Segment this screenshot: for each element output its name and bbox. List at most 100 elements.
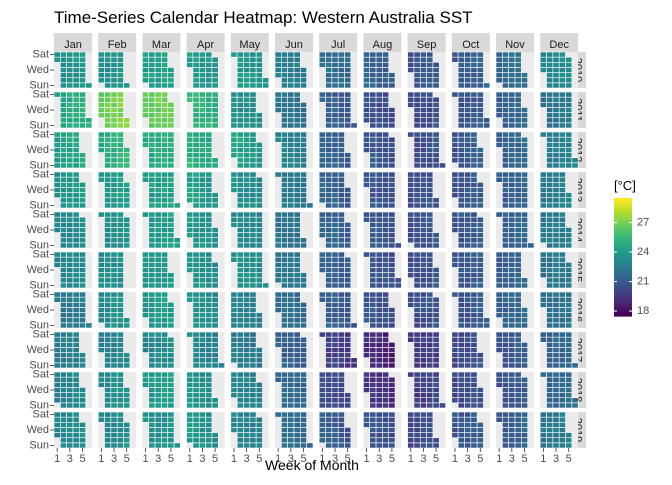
day-cell [337,242,345,249]
day-cell [337,136,345,143]
day-cell [255,421,263,428]
day-cell [558,256,566,263]
day-cell [249,171,257,178]
day-cell [432,392,440,399]
day-cell [565,72,573,79]
day-cell [476,277,484,284]
day-cell [293,72,301,79]
day-cell [527,242,535,249]
day-cell [331,91,339,98]
day-cell [514,296,522,303]
day-cell [66,67,74,73]
day-cell [502,67,509,73]
day-cell [514,307,522,313]
day-cell [470,362,478,369]
day-cell [293,402,301,409]
day-cell [552,96,560,103]
day-cell [123,421,131,428]
day-cell [457,277,465,284]
day-cell [110,421,118,428]
day-cell [274,96,282,103]
day-cell [495,347,503,353]
day-cell [104,202,112,209]
day-cell [331,56,339,63]
day-cell [79,107,86,113]
day-cell [243,51,251,58]
day-cell [249,112,257,119]
day-cell [110,101,118,108]
day-cell [375,82,383,89]
day-cell [104,371,112,378]
day-cell [161,72,169,79]
day-cell [483,322,491,329]
day-cell [142,131,150,138]
day-cell [236,147,244,153]
legend-color-step [614,266,632,270]
month-panel [230,251,270,289]
day-cell [300,442,307,449]
day-cell [546,437,554,444]
day-cell [495,371,503,378]
day-cell [457,117,465,124]
day-cell [344,227,352,233]
day-cell [457,312,465,319]
day-cell [451,251,459,258]
day-cell [230,152,238,159]
day-cell [110,72,118,79]
day-cell [192,67,200,73]
day-cell [375,237,383,244]
day-cell [337,181,345,188]
day-cell [205,152,213,159]
day-cell [344,282,352,289]
day-cell [293,336,301,343]
day-cell [426,152,434,159]
day-cell [148,122,156,129]
day-cell [161,136,169,143]
day-cell [249,211,257,218]
day-cell [249,347,257,353]
day-cell [142,301,150,308]
day-cell [426,107,434,113]
day-cell [369,267,377,273]
day-cell [388,117,396,124]
day-cell [495,307,503,313]
day-cell [426,272,434,279]
day-cell [502,56,509,63]
day-cell [470,317,478,324]
day-cell [426,101,434,108]
day-cell [249,256,257,263]
day-cell [274,291,282,298]
day-cell [419,131,427,138]
day-cell [274,232,282,239]
day-cell [539,96,547,103]
day-cell [186,291,194,298]
day-cell [363,352,371,359]
day-cell [552,336,560,343]
day-cell [300,341,307,348]
day-cell [167,352,175,359]
day-cell [243,301,251,308]
day-cell [60,357,67,364]
day-cell [419,267,427,273]
day-cell [388,197,396,204]
day-cell [432,312,440,319]
day-cell [255,432,263,439]
day-cell [236,267,244,273]
day-cell [558,331,566,338]
day-cell [502,72,509,79]
day-cell [464,152,472,159]
day-cell [198,282,206,289]
day-cell [60,157,67,164]
day-cell [495,91,503,98]
day-cell [249,152,257,159]
day-cell [521,176,528,183]
day-cell [382,291,390,298]
day-cell [60,267,67,273]
day-cell [451,181,459,188]
day-cell [281,421,288,428]
day-cell [502,402,509,409]
day-cell [66,197,74,204]
day-cell [457,437,465,444]
day-cell [281,251,288,258]
day-cell [539,202,547,209]
